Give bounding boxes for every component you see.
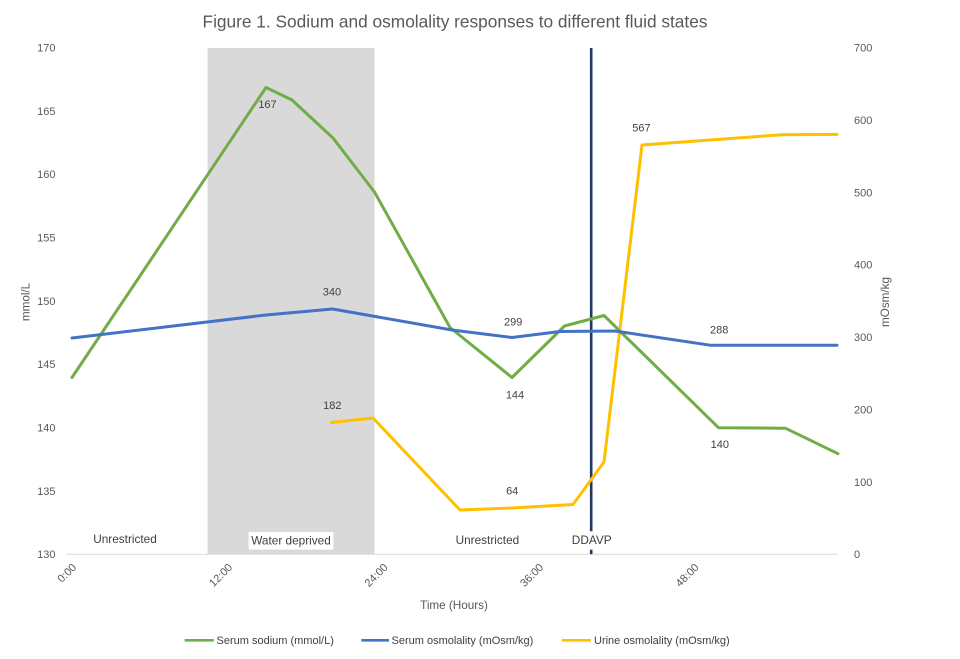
svg-text:167: 167 — [258, 99, 276, 111]
svg-text:299: 299 — [504, 316, 522, 328]
svg-text:mmol/L: mmol/L — [20, 282, 33, 321]
svg-text:160: 160 — [37, 169, 55, 181]
svg-text:144: 144 — [506, 390, 524, 402]
svg-text:Serum osmolality (mOsm/kg): Serum osmolality (mOsm/kg) — [392, 635, 534, 647]
svg-text:567: 567 — [632, 123, 650, 135]
svg-text:140: 140 — [711, 439, 729, 451]
svg-text:145: 145 — [37, 359, 55, 371]
svg-text:400: 400 — [854, 260, 872, 272]
svg-text:340: 340 — [323, 286, 341, 298]
svg-text:165: 165 — [37, 106, 55, 118]
svg-text:100: 100 — [854, 477, 872, 489]
svg-text:Unrestricted: Unrestricted — [93, 532, 157, 546]
svg-text:135: 135 — [37, 486, 55, 498]
svg-text:700: 700 — [854, 43, 872, 55]
svg-text:64: 64 — [506, 486, 518, 498]
svg-text:Unrestricted: Unrestricted — [456, 533, 520, 547]
svg-text:288: 288 — [710, 324, 728, 336]
svg-text:Water deprived: Water deprived — [251, 533, 331, 547]
svg-text:140: 140 — [37, 423, 55, 435]
svg-text:Serum sodium (mmol/L): Serum sodium (mmol/L) — [217, 635, 334, 647]
svg-text:500: 500 — [854, 187, 872, 199]
svg-text:0: 0 — [854, 549, 860, 561]
svg-text:Figure 1. Sodium and osmolalit: Figure 1. Sodium and osmolality response… — [203, 12, 708, 32]
svg-text:Urine osmolality (mOsm/kg): Urine osmolality (mOsm/kg) — [594, 635, 730, 647]
svg-text:155: 155 — [37, 233, 55, 245]
svg-text:Time (Hours): Time (Hours) — [420, 599, 488, 612]
svg-text:600: 600 — [854, 115, 872, 127]
svg-text:170: 170 — [37, 43, 55, 55]
svg-text:150: 150 — [37, 296, 55, 308]
svg-text:mOsm/kg: mOsm/kg — [879, 277, 892, 327]
svg-text:130: 130 — [37, 549, 55, 561]
svg-text:DDAVP: DDAVP — [572, 533, 612, 547]
svg-text:200: 200 — [854, 405, 872, 417]
svg-text:300: 300 — [854, 332, 872, 344]
svg-text:182: 182 — [323, 400, 341, 412]
